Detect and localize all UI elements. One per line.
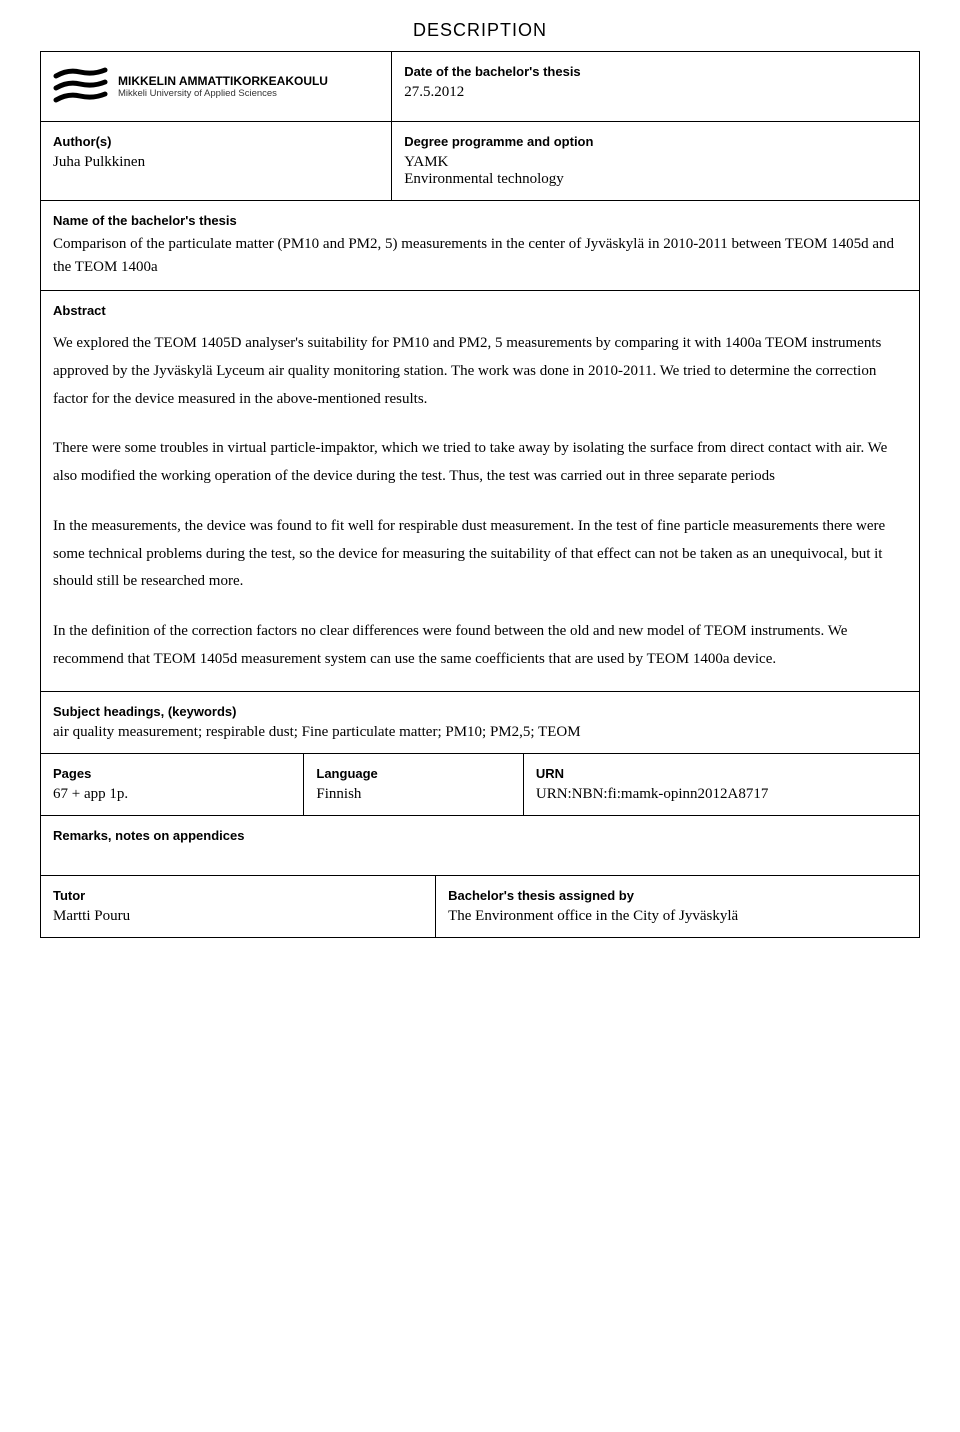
subject-value: air quality measurement; respirable dust…	[53, 724, 907, 741]
tutor-row: Tutor Martti Pouru Bachelor's thesis ass…	[41, 876, 919, 937]
degree-cell: Degree programme and option YAMK Environ…	[392, 122, 919, 200]
tutor-label: Tutor	[53, 888, 423, 903]
logo-block: MIKKELIN AMMATTIKORKEAKOULU Mikkeli Univ…	[53, 64, 328, 109]
name-thesis-cell: Name of the bachelor's thesis Comparison…	[41, 201, 919, 291]
logo-text: MIKKELIN AMMATTIKORKEAKOULU Mikkeli Univ…	[118, 75, 328, 99]
tutor-cell: Tutor Martti Pouru	[41, 876, 436, 937]
description-box: MIKKELIN AMMATTIKORKEAKOULU Mikkeli Univ…	[40, 51, 920, 938]
author-cell: Author(s) Juha Pulkkinen	[41, 122, 392, 200]
tutor-value: Martti Pouru	[53, 908, 423, 925]
date-label: Date of the bachelor's thesis	[404, 64, 907, 79]
mamk-logo-icon	[53, 64, 108, 109]
date-value: 27.5.2012	[404, 84, 907, 101]
language-cell: Language Finnish	[304, 754, 524, 815]
pages-cell: Pages 67 + app 1p.	[41, 754, 304, 815]
abstract-p3: In the measurements, the device was foun…	[53, 513, 907, 596]
date-cell: Date of the bachelor's thesis 27.5.2012	[392, 52, 919, 121]
name-thesis-label: Name of the bachelor's thesis	[53, 213, 907, 228]
pages-label: Pages	[53, 766, 291, 781]
remarks-label: Remarks, notes on appendices	[53, 828, 907, 843]
remarks-cell: Remarks, notes on appendices	[41, 816, 919, 876]
name-thesis-value: Comparison of the particulate matter (PM…	[53, 233, 907, 278]
abstract-p1: We explored the TEOM 1405D analyser's su…	[53, 330, 907, 413]
author-value: Juha Pulkkinen	[53, 154, 379, 171]
urn-cell: URN URN:NBN:fi:mamk-opinn2012A8717	[524, 754, 919, 815]
pages-row: Pages 67 + app 1p. Language Finnish URN …	[41, 754, 919, 816]
subject-label: Subject headings, (keywords)	[53, 704, 907, 719]
urn-value: URN:NBN:fi:mamk-opinn2012A8717	[536, 786, 907, 803]
logo-line1: MIKKELIN AMMATTIKORKEAKOULU	[118, 75, 328, 87]
subject-cell: Subject headings, (keywords) air quality…	[41, 692, 919, 754]
page-title: DESCRIPTION	[40, 20, 920, 41]
degree-value1: YAMK	[404, 154, 907, 171]
assigned-value: The Environment office in the City of Jy…	[448, 908, 907, 925]
degree-value2: Environmental technology	[404, 171, 907, 188]
urn-label: URN	[536, 766, 907, 781]
language-value: Finnish	[316, 786, 511, 803]
top-row: MIKKELIN AMMATTIKORKEAKOULU Mikkeli Univ…	[41, 52, 919, 122]
pages-value: 67 + app 1p.	[53, 786, 291, 803]
logo-cell: MIKKELIN AMMATTIKORKEAKOULU Mikkeli Univ…	[41, 52, 392, 121]
author-label: Author(s)	[53, 134, 379, 149]
assigned-cell: Bachelor's thesis assigned by The Enviro…	[436, 876, 919, 937]
abstract-cell: Abstract We explored the TEOM 1405D anal…	[41, 291, 919, 692]
abstract-p4: In the definition of the correction fact…	[53, 618, 907, 674]
logo-line2: Mikkeli University of Applied Sciences	[118, 89, 328, 99]
degree-label: Degree programme and option	[404, 134, 907, 149]
author-row: Author(s) Juha Pulkkinen Degree programm…	[41, 122, 919, 201]
assigned-label: Bachelor's thesis assigned by	[448, 888, 907, 903]
abstract-p2: There were some troubles in virtual part…	[53, 435, 907, 491]
abstract-label: Abstract	[53, 303, 907, 318]
language-label: Language	[316, 766, 511, 781]
abstract-text: We explored the TEOM 1405D analyser's su…	[53, 330, 907, 674]
